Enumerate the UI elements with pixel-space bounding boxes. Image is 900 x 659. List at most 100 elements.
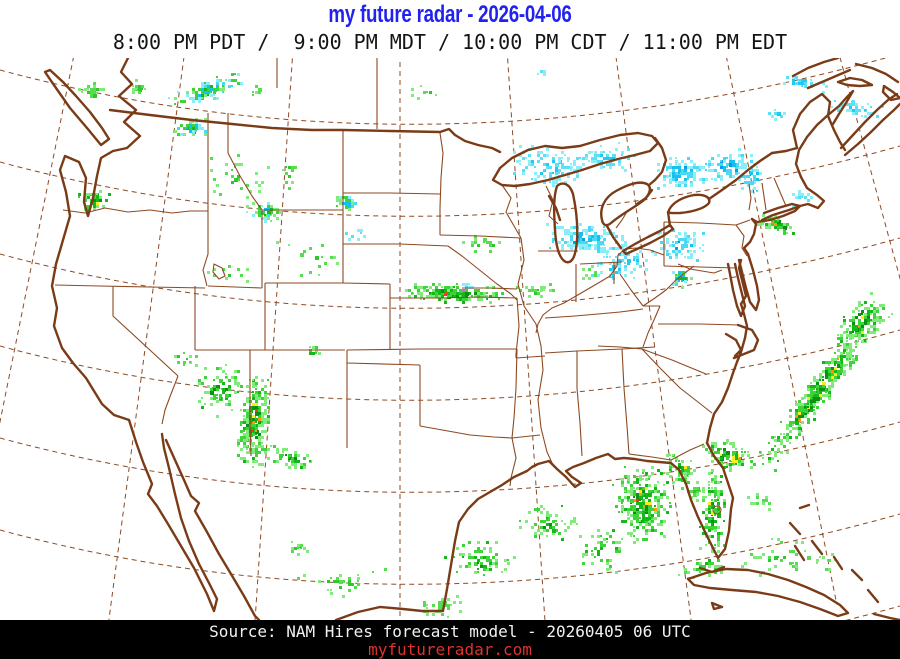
state-border-line	[207, 285, 263, 289]
precip-lower-michigan-snow	[597, 247, 657, 271]
state-border-line	[642, 305, 661, 348]
coastline	[732, 323, 760, 360]
precip-missouri-specks	[582, 265, 597, 280]
state-border-line	[517, 237, 554, 466]
longitude-line	[615, 58, 692, 620]
precip-bahamas-specks	[741, 538, 836, 577]
coastline	[164, 438, 261, 620]
state-border-line	[773, 177, 787, 207]
coastline	[600, 181, 651, 227]
radar-map	[0, 58, 900, 620]
precip-minnesota-specks	[462, 235, 501, 253]
longitude-line	[507, 58, 546, 620]
state-border-line	[677, 263, 723, 274]
state-border-line	[343, 192, 441, 195]
precip-maine-west-streaks	[768, 109, 786, 121]
precip-gulf-south	[579, 529, 623, 574]
source-text: Source: NAM Hires forecast model - 20260…	[209, 622, 691, 641]
precip-arizona-specks	[174, 352, 198, 367]
coastline	[850, 568, 864, 582]
state-border-line	[735, 224, 748, 257]
state-border-line	[515, 355, 546, 359]
state-border-line	[735, 219, 751, 226]
state-border-line	[628, 443, 705, 461]
precip-plains-east-tail	[516, 283, 555, 298]
longitude-line	[839, 58, 900, 281]
state-border-line	[658, 323, 741, 326]
state-border-line	[447, 245, 518, 301]
state-border-line	[249, 350, 252, 457]
coastline	[843, 102, 900, 157]
state-border-line	[535, 247, 665, 334]
precip-gulf-central	[519, 505, 578, 541]
precip-carolina-offshore	[702, 439, 756, 472]
coastline	[707, 151, 774, 201]
precip-utah-specks	[207, 265, 249, 283]
coastline	[794, 89, 855, 179]
coastline	[667, 193, 711, 215]
precip-cuba-north-specks	[678, 562, 723, 579]
latitude-line	[0, 421, 900, 493]
coastline	[881, 84, 900, 102]
state-border-line	[748, 183, 752, 211]
coastline	[705, 302, 749, 445]
state-border-line	[462, 287, 518, 290]
state-border-line	[576, 351, 583, 457]
state-border-line	[346, 348, 517, 351]
precip-new-mexico-west	[198, 364, 240, 418]
coastline	[832, 555, 844, 571]
state-border-line	[621, 348, 630, 455]
state-border-line	[544, 346, 656, 354]
precip-new-mexico-south-tail	[264, 445, 312, 469]
coastline	[750, 204, 802, 224]
state-border-line	[439, 234, 522, 239]
precip-sd-cyan-specks	[345, 229, 366, 241]
state-border-line	[346, 362, 421, 366]
coastline	[334, 441, 735, 620]
precip-carolina-trail	[681, 481, 711, 502]
latitude-line	[0, 58, 888, 125]
radar-map-svg	[0, 58, 900, 620]
precip-superior-nw-speck	[537, 70, 546, 76]
latitude-line	[0, 329, 900, 401]
precip-wa-border-specks	[78, 82, 105, 98]
precip-bc-idaho-band	[168, 73, 243, 105]
coastline	[791, 92, 847, 152]
coastline	[686, 567, 850, 618]
coastline	[50, 58, 142, 422]
precip-bc-speck	[252, 85, 262, 96]
coastlines	[43, 58, 900, 620]
state-border-line	[212, 263, 226, 280]
state-border-line	[509, 437, 517, 487]
precip-mexico-specks	[297, 568, 387, 598]
precip-florida-east-specks	[747, 493, 771, 511]
state-border-line	[390, 296, 518, 299]
precip-ottawa-valley-snow	[657, 157, 705, 190]
precip-wyoming-ne-specks	[282, 166, 297, 190]
precip-atlantic-band-north	[837, 292, 893, 352]
precip-idaho-border-cluster	[174, 118, 207, 136]
precip-idaho-montana-scatter	[210, 154, 270, 199]
state-border-line	[439, 132, 444, 235]
coastline	[742, 217, 758, 256]
website-link[interactable]: myfutureradar.com	[368, 640, 532, 659]
coastline	[621, 223, 675, 256]
state-borders	[54, 58, 787, 515]
state-border-line	[202, 211, 209, 287]
precipitation-cells	[78, 70, 893, 618]
latitude-line	[0, 513, 900, 585]
coastline	[127, 418, 219, 613]
coastline	[866, 588, 880, 604]
state-border-line	[712, 505, 722, 515]
state-border-line	[761, 182, 767, 211]
precip-stlawrence-streaks	[783, 76, 828, 94]
coastline	[547, 194, 562, 222]
state-border-line	[642, 265, 695, 307]
coastline	[762, 175, 826, 215]
state-border-line	[663, 221, 737, 226]
state-border-line	[227, 113, 263, 211]
precip-gulf-coast-blob	[612, 466, 672, 544]
state-border-line	[511, 434, 541, 439]
state-border-line	[619, 273, 644, 307]
